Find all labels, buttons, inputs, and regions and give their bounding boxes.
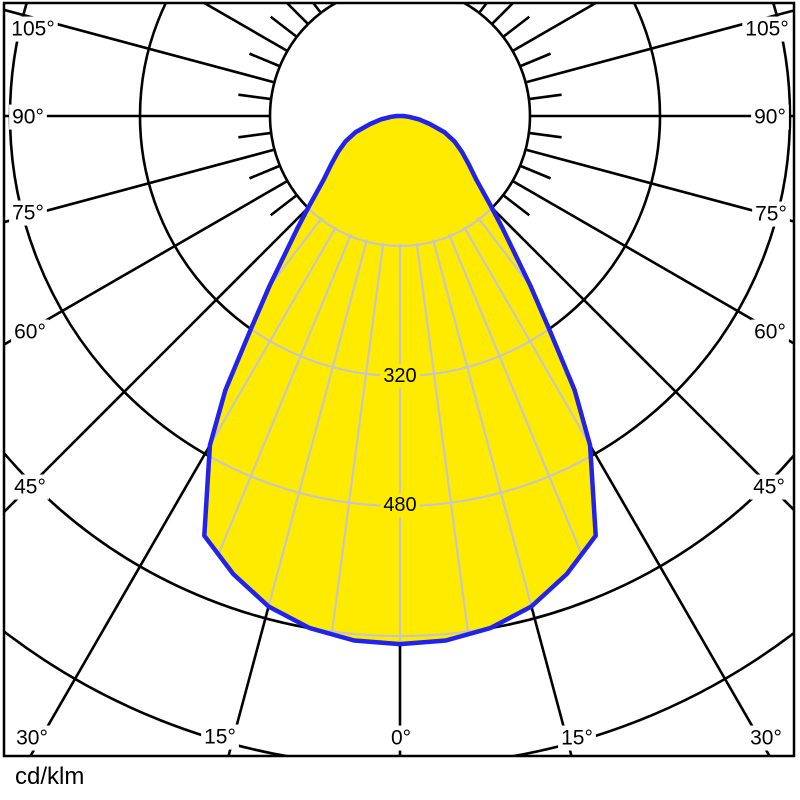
angle-label-mask bbox=[751, 104, 789, 130]
ring-label-mask bbox=[380, 493, 420, 518]
angle-label: 105° bbox=[745, 18, 788, 41]
angle-label: 45° bbox=[753, 476, 785, 499]
angle-label-mask bbox=[747, 725, 785, 751]
angle-label-mask bbox=[387, 725, 415, 751]
angle-label-mask bbox=[201, 724, 239, 750]
angle-label: 75° bbox=[12, 202, 44, 225]
angle-label: 30° bbox=[750, 727, 782, 750]
angle-label: 90° bbox=[12, 106, 44, 129]
angle-label: 0° bbox=[391, 727, 411, 750]
ring-label-mask bbox=[380, 364, 420, 389]
angle-label-mask bbox=[9, 200, 47, 226]
angle-label: 30° bbox=[16, 727, 48, 750]
angle-label-mask bbox=[11, 474, 49, 500]
angle-label-mask bbox=[11, 319, 49, 345]
angle-labels: 105° 90° 75° 60° 45° 30° 15° 0° 15° 30° 45° 60° 75° 9… bbox=[8, 16, 792, 751]
angle-label-mask bbox=[9, 104, 47, 130]
angle-label: 75° bbox=[755, 203, 787, 226]
unit-label: cd/klm bbox=[15, 763, 85, 790]
angle-label: 15° bbox=[561, 727, 593, 750]
angle-label-mask bbox=[8, 16, 58, 42]
angle-label: 105° bbox=[11, 18, 54, 41]
angle-label-mask bbox=[750, 474, 788, 500]
angle-label: 45° bbox=[14, 476, 46, 499]
angle-label: 60° bbox=[754, 321, 786, 344]
ring-value-labels: 320 480 bbox=[380, 364, 420, 518]
beam-intensity-curve bbox=[202, 113, 598, 647]
angle-label-mask bbox=[752, 201, 790, 227]
angle-label: 15° bbox=[204, 726, 236, 749]
ring-label: 320 bbox=[383, 365, 416, 387]
angle-label: 60° bbox=[14, 321, 46, 344]
angle-label-mask bbox=[751, 319, 789, 345]
angle-label-mask bbox=[742, 16, 792, 42]
plot-frame bbox=[2, 1, 796, 758]
angle-label: 90° bbox=[754, 106, 786, 129]
ring-label: 480 bbox=[383, 494, 416, 516]
angle-label-mask bbox=[558, 725, 596, 751]
angle-label-mask bbox=[13, 725, 51, 751]
